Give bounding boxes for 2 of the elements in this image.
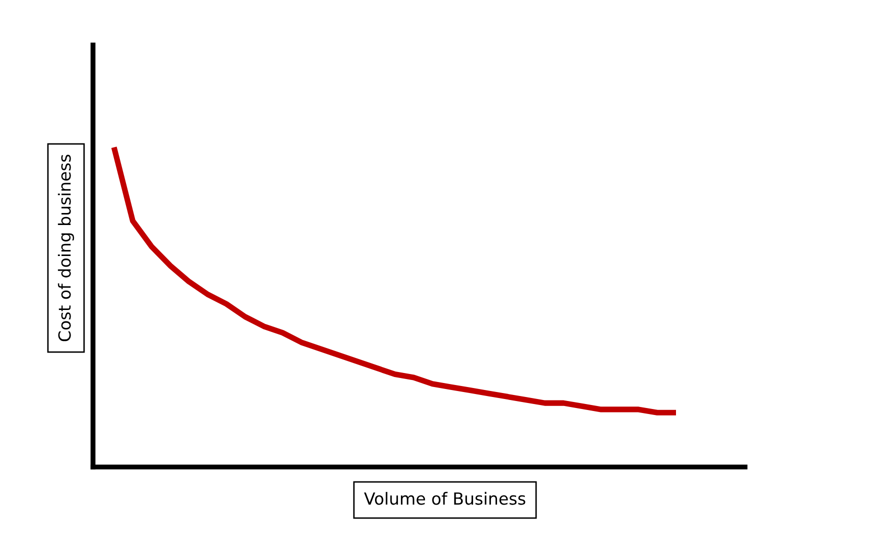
y-axis-title: Cost of doing business bbox=[58, 154, 74, 342]
x-axis-title: Volume of Business bbox=[364, 492, 526, 505]
